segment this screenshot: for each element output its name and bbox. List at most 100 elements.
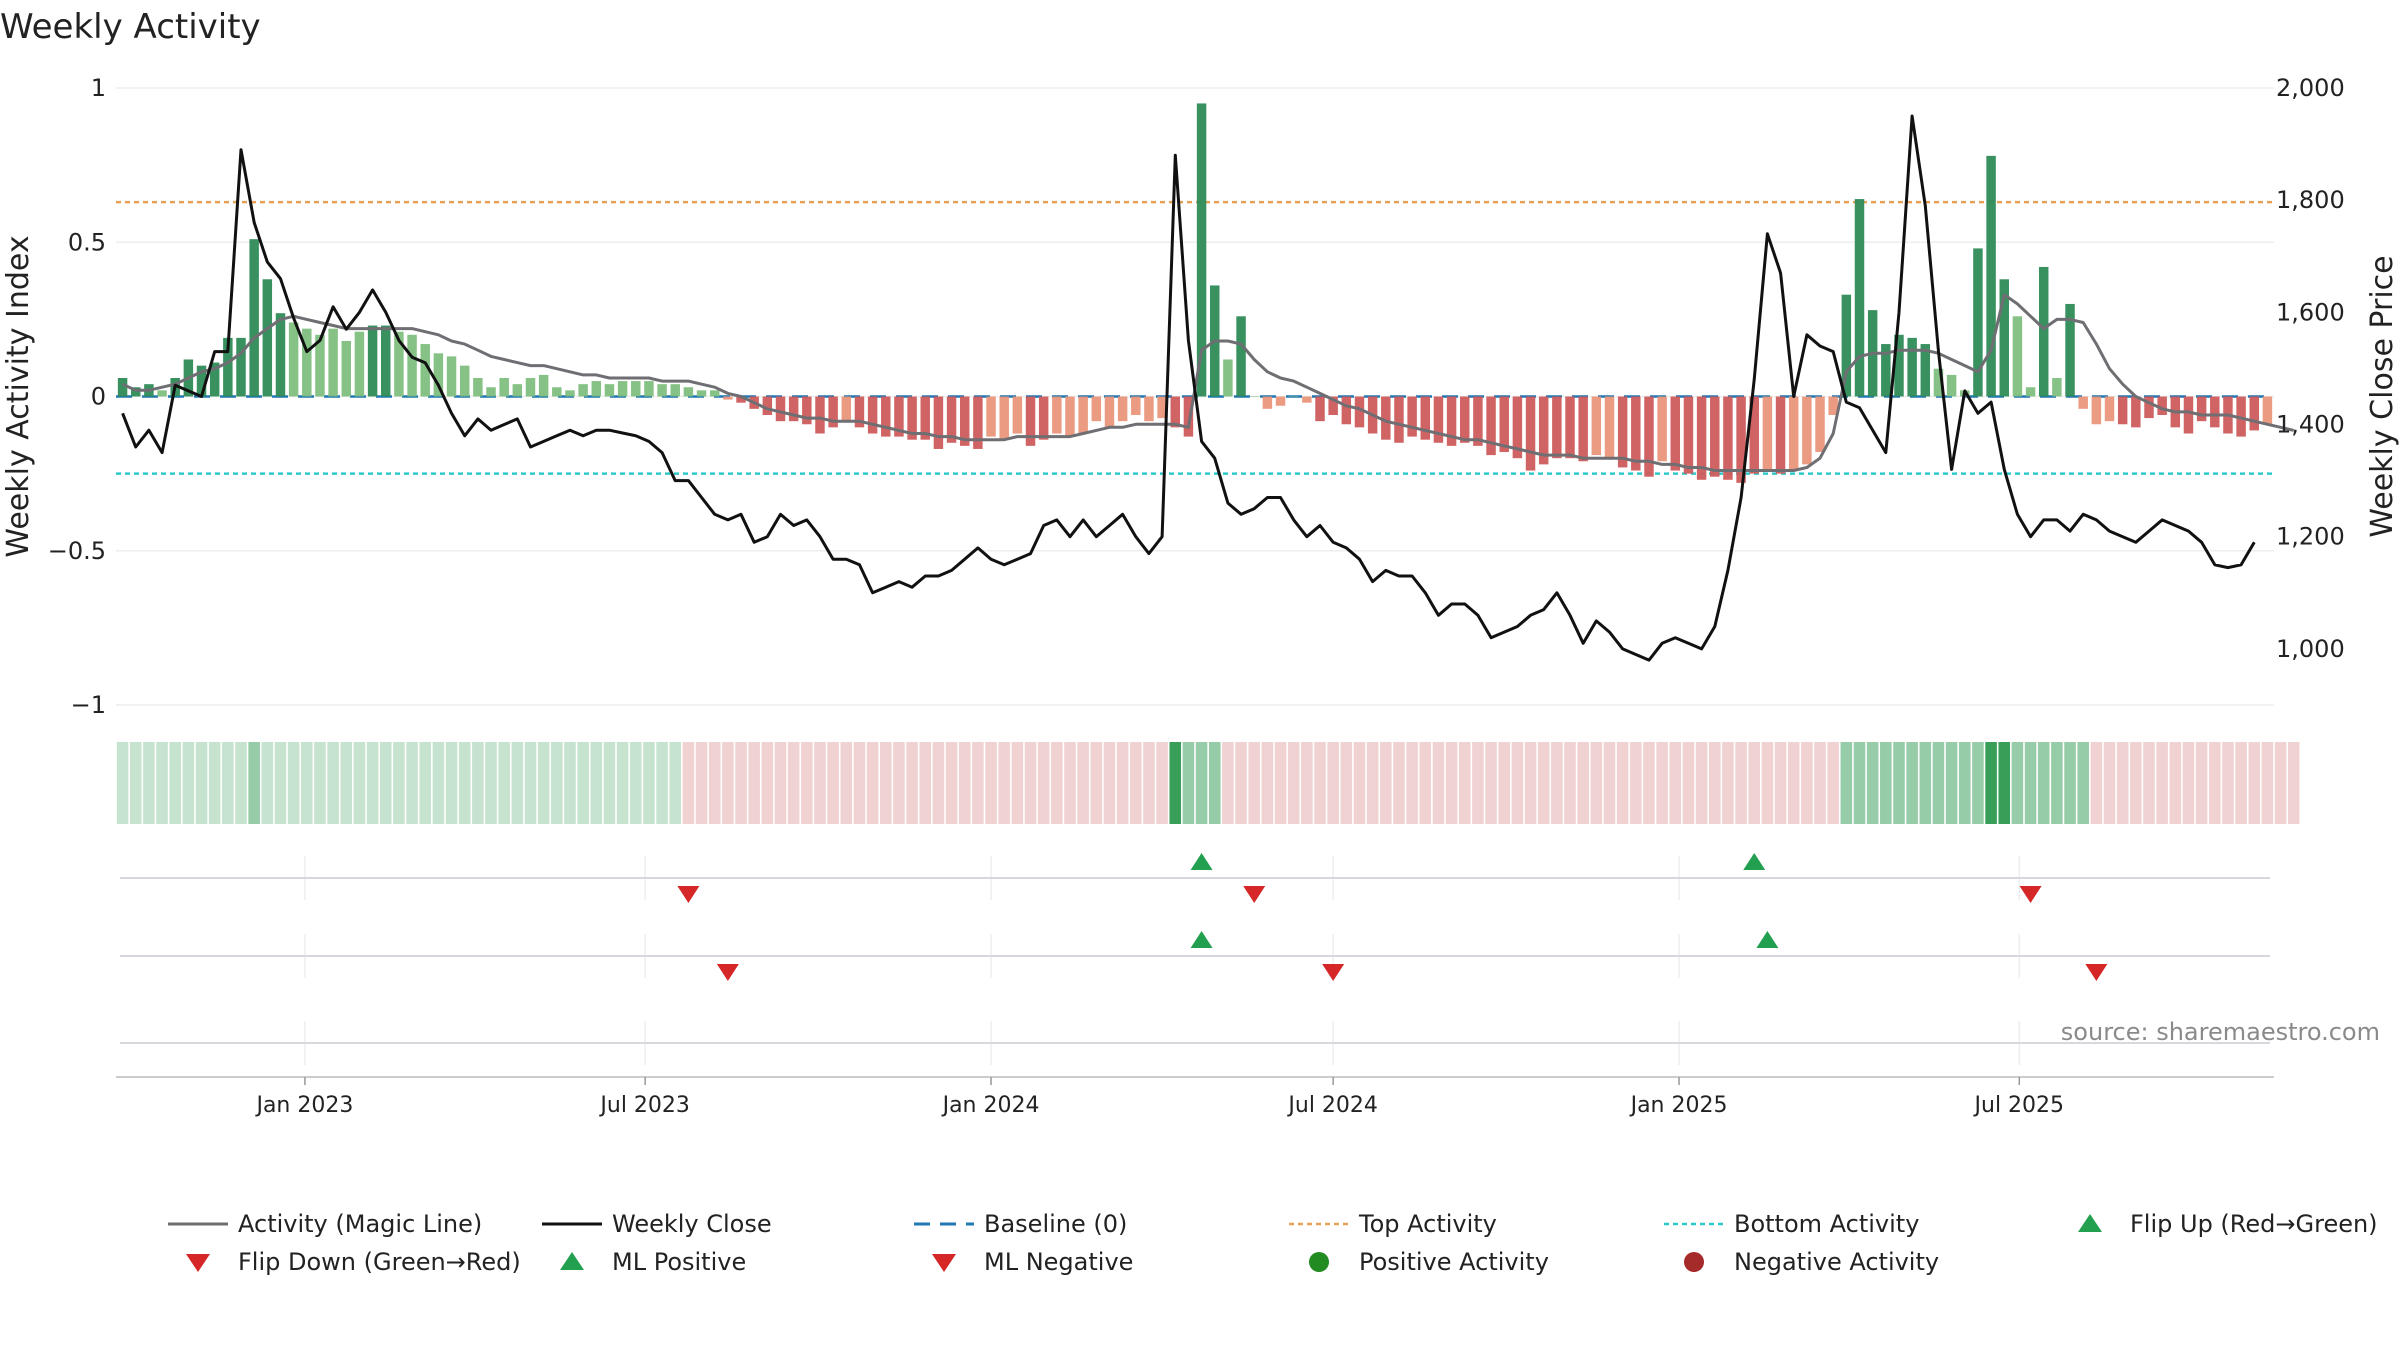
legend-label: Weekly Close [612,1210,772,1238]
activity-bar [2249,396,2259,431]
strip-cell [1708,742,1721,824]
strip-cell [2143,742,2155,824]
activity-bar [1841,294,1852,397]
strip-cell [682,742,695,824]
strip-cell [774,742,787,824]
activity-bar [696,390,707,397]
strip-cell [235,742,247,824]
strip-cell [366,742,379,824]
strip-cell [1143,742,1155,824]
strip-cell [1090,742,1103,824]
strip-cell [1037,742,1050,824]
strip-cell [1814,742,1826,824]
strip-cell [1787,742,1800,824]
activity-bar [1012,396,1023,434]
activity-bar [381,325,391,397]
ml-negative-marker [1322,964,1345,981]
legend-label: Top Activity [1358,1210,1497,1238]
strip-cell [814,742,826,824]
activity-bar [1920,344,1931,397]
right-tick-label: 1,000 [2276,635,2345,663]
activity-bar [894,396,904,437]
strip-cell [1932,742,1945,824]
strip-cell [1695,742,1708,824]
strip-cell [379,742,392,824]
strip-cell [1616,742,1629,824]
flip-down-marker [677,886,700,903]
strip-cell [1853,742,1866,824]
activity-bar [459,365,470,397]
activity-bar [1657,396,1667,462]
strip-cell [551,742,563,824]
x-tick-label: Jan 2024 [941,1093,1040,1118]
activity-bar [486,387,496,397]
strip-cell [419,742,432,824]
left-tick-label: −1 [71,691,106,719]
flip-up-marker [1743,853,1766,870]
activity-bars [117,103,2273,483]
strip-cell [958,742,971,824]
activity-bar [2157,396,2167,416]
strip-cell [432,742,445,824]
strip-cell [1998,742,2011,824]
activity-bar [1341,396,1352,425]
strip-cell [1077,742,1089,824]
strip-cell [1840,742,1853,824]
strip-cell [1669,742,1682,824]
activity-bar [788,396,799,422]
strip-cell [577,742,589,824]
activity-bar [446,356,457,397]
strip-cell [2182,742,2195,824]
activity-bar [1117,396,1128,422]
strip-cell [2116,742,2129,824]
strip-cell [787,742,800,824]
activity-bar [1223,359,1233,397]
activity-bar [617,381,628,397]
activity-bar [2236,396,2246,437]
strip-cell [1630,742,1642,824]
strip-cell [458,742,471,824]
activity-bar [1433,396,1444,443]
strip-cell [2090,742,2103,824]
strip-cell [1564,742,1576,824]
x-tick-label: Jul 2023 [598,1093,690,1118]
activity-bar [1420,396,1431,440]
activity-bar [1591,396,1602,456]
strip-cell [1287,742,1300,824]
strip-cell [985,742,997,824]
strip-cell [1643,742,1655,824]
activity-bar [2078,396,2088,409]
strip-cell [393,742,405,824]
strip-cell [195,742,208,824]
activity-bar [1486,396,1496,456]
activity-bar [1038,396,1049,440]
activity-bar [1288,396,1299,397]
activity-bar [196,365,207,397]
strip-cell [2169,742,2182,824]
activity-bar [1104,396,1115,428]
strip-cell [1827,742,1839,824]
strip-cell [1130,742,1142,824]
activity-bar [1091,396,1102,422]
activity-bar [1499,396,1509,453]
activity-bar [1473,396,1483,446]
strip-cell [2051,742,2063,824]
strip-cell [2103,742,2116,824]
strip-cell [1327,742,1339,824]
legend-label: ML Negative [984,1248,1133,1276]
strip-cell [537,742,550,824]
activity-bar [1196,103,1207,397]
activity-bar [1170,396,1180,428]
strip-cell [1590,742,1603,824]
strip-cell [2248,742,2261,824]
activity-bar [249,239,259,397]
activity-bar [117,377,128,397]
activity-bar [315,334,325,397]
legend-item: Weekly Close [542,1210,772,1238]
activity-bar [854,396,865,428]
strip-cell [1024,742,1037,824]
strip-cell [879,742,892,824]
activity-bar [2262,396,2273,425]
activity-bar [815,396,825,434]
strip-cell [156,742,168,824]
